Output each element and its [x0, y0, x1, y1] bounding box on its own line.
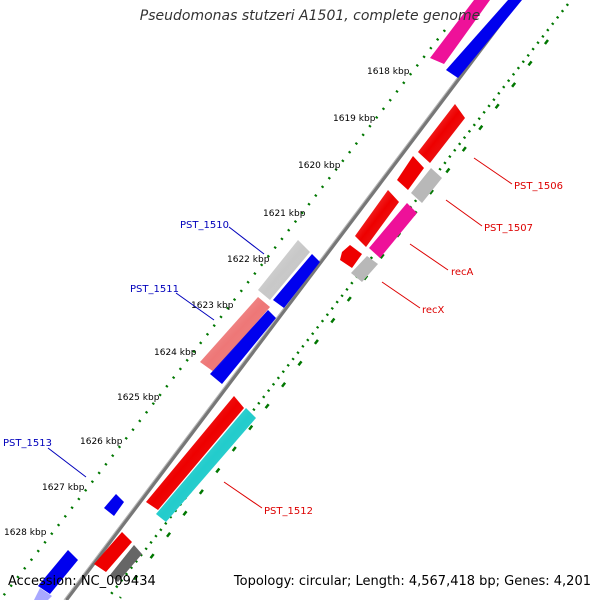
- gene-bar-darkgray-bottom: [110, 545, 142, 582]
- leader-line-reca: [409, 243, 449, 271]
- kbp-label: 1624 kbp: [154, 348, 197, 358]
- kbp-label: 1623 kbp: [191, 301, 234, 311]
- gene-label-reca: recA: [451, 267, 474, 278]
- gene-bar-pst1511-blue: [210, 310, 276, 384]
- gene-label-pst1506: PST_1506: [514, 181, 563, 192]
- kbp-label: 1618 kbp: [367, 67, 410, 77]
- kbp-label: 1620 kbp: [298, 161, 341, 171]
- kbp-label: 1626 kbp: [80, 437, 123, 447]
- leader-line-pst1510: [228, 226, 265, 255]
- gene-bar-red-bottom: [94, 532, 132, 572]
- gene-bar-blue-top: [446, 0, 522, 78]
- leader-line-pst1512: [223, 481, 263, 509]
- gene-bar-pst1510-blue: [273, 254, 320, 308]
- gene-bar-lightblue-bottom: [34, 588, 52, 600]
- kbp-label: 1621 kbp: [263, 209, 306, 219]
- gene-label-pst1513: PST_1513: [3, 438, 52, 449]
- left-dotted-track: [0, 29, 446, 600]
- gene-label-pst1512: PST_1512: [264, 506, 313, 517]
- gene-label-pst1510: PST_1510: [180, 220, 229, 231]
- leader-line-pst1507: [445, 199, 483, 227]
- leader-line-recx: [381, 281, 421, 309]
- kbp-label: 1627 kbp: [42, 483, 85, 493]
- gene-bar-pst1507: [411, 168, 442, 203]
- right-dashed-track: [119, 39, 549, 599]
- genome-backbone: [64, 0, 520, 600]
- gene-bar-reca-pink: [369, 203, 417, 258]
- kbp-label: 1622 kbp: [227, 255, 270, 265]
- leader-line-pst1506: [473, 157, 513, 185]
- map-title: Pseudomonas stutzeri A1501, complete gen…: [139, 8, 481, 24]
- gene-bar-red-small: [397, 156, 424, 190]
- kbp-label: 1619 kbp: [333, 114, 376, 124]
- leader-line-pst1513: [47, 447, 87, 478]
- kbp-label: 1628 kbp: [4, 528, 47, 538]
- gene-label-recx: recX: [422, 305, 445, 316]
- gene-bar-pst1513: [104, 494, 124, 516]
- leader-line-pst1511: [175, 292, 215, 321]
- kbp-label: 1625 kbp: [117, 393, 160, 403]
- gene-label-pst1511: PST_1511: [130, 284, 179, 295]
- gene-bar-pink-top: [430, 0, 490, 64]
- gene-bar-blue-bottom: [38, 550, 78, 594]
- gene-label-pst1507: PST_1507: [484, 223, 533, 234]
- gene-bar-recx: [351, 256, 378, 282]
- topology-label: Topology: circular; Length: 4,567,418 bp…: [233, 574, 591, 589]
- accession-label: Accession: NC_009434: [8, 574, 156, 589]
- gene-bar-red-arrow: [340, 245, 362, 268]
